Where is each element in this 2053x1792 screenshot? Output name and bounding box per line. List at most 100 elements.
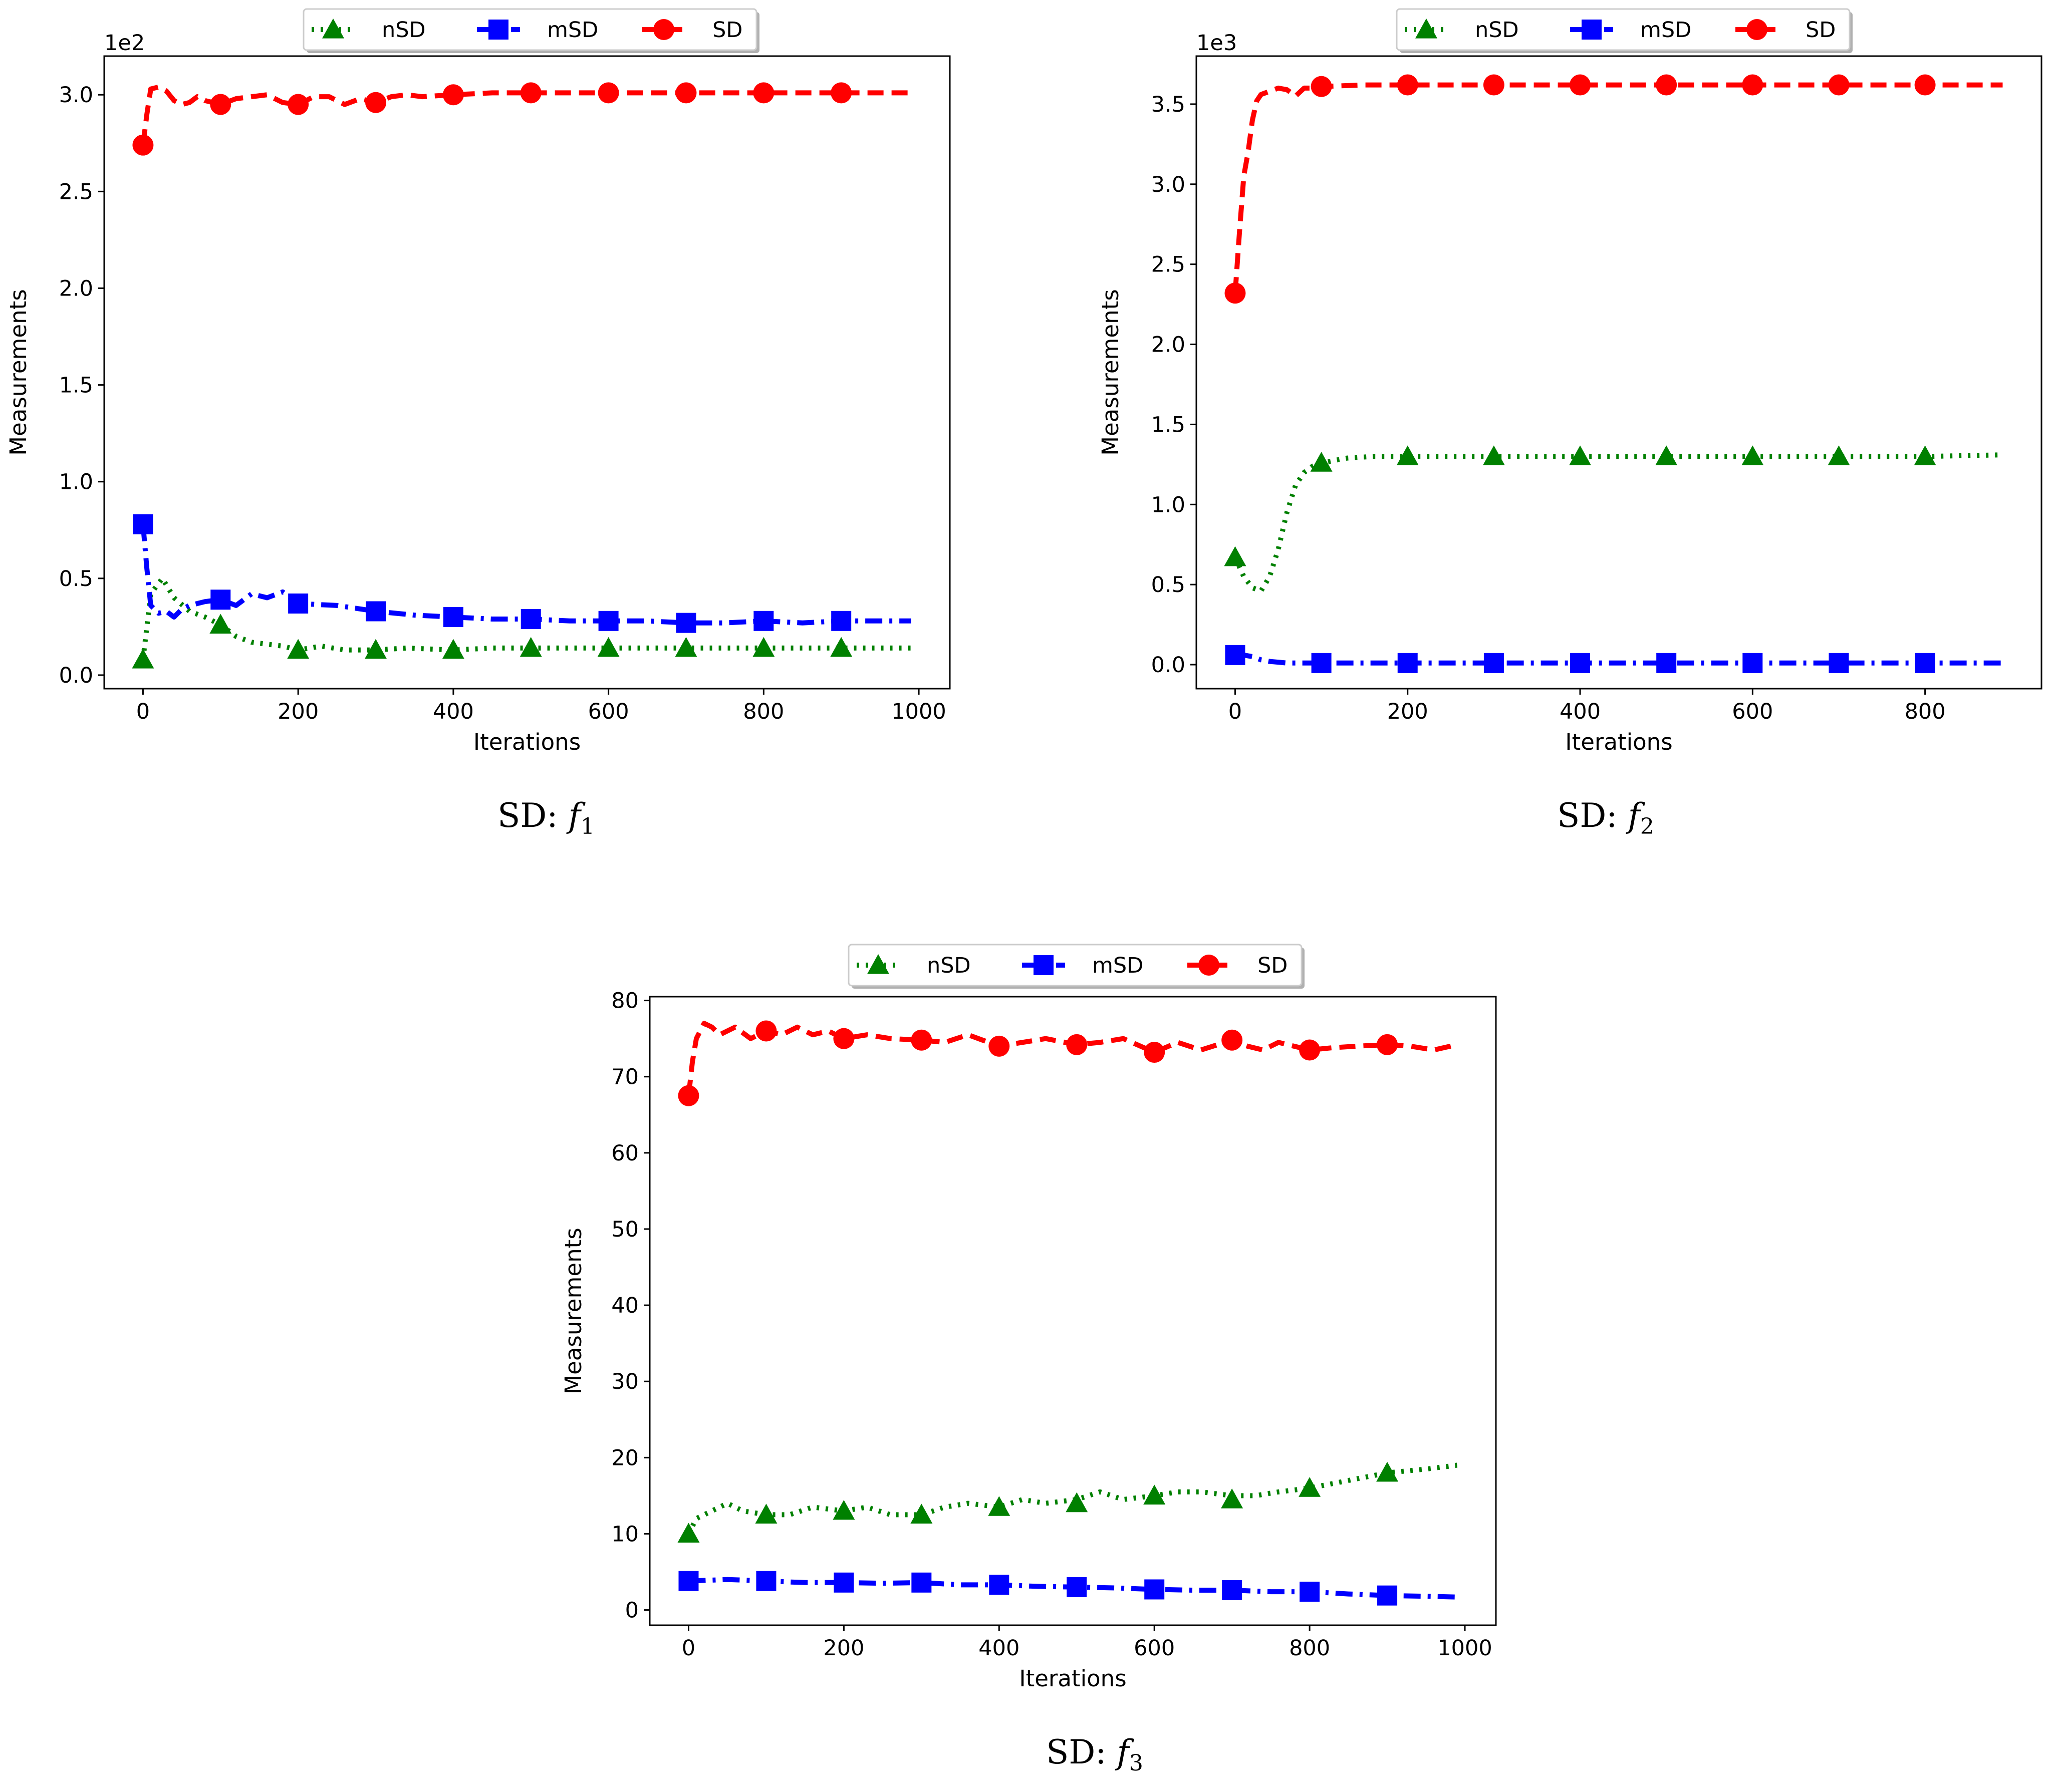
chart3-x-tick-label: 200 <box>823 1636 864 1661</box>
chart3-y-tick-label: 10 <box>611 1522 639 1547</box>
chart1-x-tick-label: 200 <box>278 699 319 724</box>
chart1-point-SD <box>753 82 775 104</box>
chart1-line-mSD <box>140 524 911 626</box>
chart1-point-mSD <box>753 611 774 631</box>
chart3-legend-marker-mSD <box>1034 955 1054 975</box>
chart3-point-mSD <box>1067 1577 1087 1597</box>
chart1-x-tick-label: 1000 <box>891 699 946 724</box>
chart2-y-tick-label: 0.5 <box>1151 572 1185 598</box>
chart2-point-nSD <box>1482 445 1505 465</box>
chart2-point-nSD <box>1828 445 1850 465</box>
chart2-point-SD <box>1656 74 1677 96</box>
chart1-y-axis-label: Measurements <box>5 289 32 455</box>
chart1-point-nSD <box>752 637 775 657</box>
chart2-legend-label-SD: SD <box>1806 18 1836 43</box>
chart2-line-nSD <box>1232 452 2003 593</box>
chart2-point-nSD <box>1914 445 1936 465</box>
chart3-y-tick-label: 0 <box>625 1598 639 1623</box>
caption-f3-func: f <box>1117 1733 1129 1771</box>
chart2-legend-label-nSD: nSD <box>1475 18 1519 43</box>
chart1-point-SD <box>520 82 542 104</box>
chart1-y-tick-label: 1.5 <box>59 373 93 398</box>
chart1-point-SD <box>210 94 231 115</box>
chart3-group: 0 200 400 600 800 1000 0 10 20 30 40 50 60 70 80 Iterat… <box>560 944 1497 1692</box>
chart1-point-mSD <box>288 593 309 614</box>
chart3-legend-label-mSD: mSD <box>1092 953 1143 978</box>
chart2-legend: nSD mSD SD <box>1396 8 1853 53</box>
caption-f1: SD: f1 <box>497 796 595 839</box>
chart1-y-tick-label: 2.5 <box>59 179 93 204</box>
chart2-point-mSD <box>1656 653 1677 673</box>
chart1-point-SD <box>831 82 852 104</box>
chart3-x-axis-label: Iterations <box>1019 1665 1126 1692</box>
caption-f2-sub: 2 <box>1640 814 1654 839</box>
chart1-point-nSD <box>442 639 464 659</box>
caption-f3-prefix: SD: <box>1046 1733 1117 1771</box>
chart2-point-mSD <box>1742 653 1763 673</box>
chart3-point-SD <box>833 1028 855 1049</box>
chart1-point-mSD <box>521 609 541 629</box>
chart1-point-mSD <box>598 611 619 631</box>
chart1-y-tick-label: 1.0 <box>59 470 93 495</box>
chart3-x-tick-label: 1000 <box>1437 1636 1492 1661</box>
chart3-point-SD <box>988 1035 1010 1057</box>
chart1-y-tick-label: 0.5 <box>59 566 93 591</box>
chart3-point-nSD <box>988 1496 1010 1516</box>
chart3-x-tick-label: 800 <box>1289 1636 1330 1661</box>
chart1-point-nSD <box>287 639 310 659</box>
caption-f3: SD: f3 <box>1046 1733 1143 1776</box>
chart1-point-SD <box>132 134 154 156</box>
caption-f2-prefix: SD: <box>1557 796 1628 835</box>
chart2-x-tick-label: 0 <box>1228 699 1242 724</box>
chart3-point-SD <box>1377 1034 1398 1055</box>
chart3-point-SD <box>755 1020 777 1042</box>
chart1-legend-label-SD: SD <box>712 18 742 43</box>
chart2-series-mSD <box>1225 645 2003 673</box>
chart2-point-mSD <box>1483 653 1504 673</box>
chart3-x-tick-label: 0 <box>682 1636 695 1661</box>
chart3-y-tick-label: 50 <box>611 1217 639 1242</box>
chart3-x-tick-label: 400 <box>978 1636 1019 1661</box>
chart3-line-SD <box>686 1021 1458 1096</box>
caption-f1-prefix: SD: <box>497 796 569 835</box>
chart1-point-nSD <box>132 649 154 669</box>
chart2-point-SD <box>1914 74 1936 96</box>
chart1-y-tick-label: 2.0 <box>59 276 93 301</box>
chart2-legend-marker-SD <box>1746 19 1767 40</box>
chart3-legend-box <box>848 944 1303 987</box>
chart3-point-SD <box>1144 1042 1165 1063</box>
chart1-series-SD <box>132 82 911 156</box>
chart2-point-mSD <box>1311 653 1332 673</box>
chart2-series-SD <box>1224 74 2003 304</box>
chart1-point-SD <box>442 84 464 106</box>
chart3-point-SD <box>911 1029 932 1051</box>
chart1-legend-marker-nSD <box>322 19 344 39</box>
chart3-point-mSD <box>1300 1582 1320 1602</box>
chart1-point-mSD <box>366 601 386 622</box>
chart1-series-mSD <box>133 514 911 633</box>
chart1-legend-label-nSD: nSD <box>382 18 426 43</box>
chart1-y-tick-label: 3.0 <box>59 83 93 108</box>
chart2-point-mSD <box>1225 645 1245 665</box>
chart3-y-axis-label: Measurements <box>560 1228 587 1394</box>
chart2-point-SD <box>1397 74 1418 96</box>
chart1-point-mSD <box>443 607 463 628</box>
chart2-x-tick-label: 400 <box>1560 699 1601 724</box>
chart2-line-mSD <box>1235 652 2003 666</box>
caption-f1-func: f <box>568 796 581 835</box>
chart3-x-tick-label: 600 <box>1134 1636 1175 1661</box>
chart3-y-tick-label: 60 <box>611 1141 639 1166</box>
chart2-y-tick-label: 3.0 <box>1151 172 1185 197</box>
chart1-point-SD <box>288 94 309 115</box>
chart3-point-nSD <box>1376 1461 1399 1482</box>
chart1-y-tick-label: 0.0 <box>59 663 93 688</box>
chart2-point-mSD <box>1570 653 1591 673</box>
chart1-x-tick-label: 0 <box>136 699 150 724</box>
chart3-point-nSD <box>755 1504 778 1524</box>
chart3-point-SD <box>678 1085 699 1106</box>
chart2-point-mSD <box>1829 653 1849 673</box>
chart1-x-axis-label: Iterations <box>473 729 581 755</box>
chart1-x-tick-label: 400 <box>433 699 474 724</box>
chart2-x-tick-label: 600 <box>1732 699 1773 724</box>
